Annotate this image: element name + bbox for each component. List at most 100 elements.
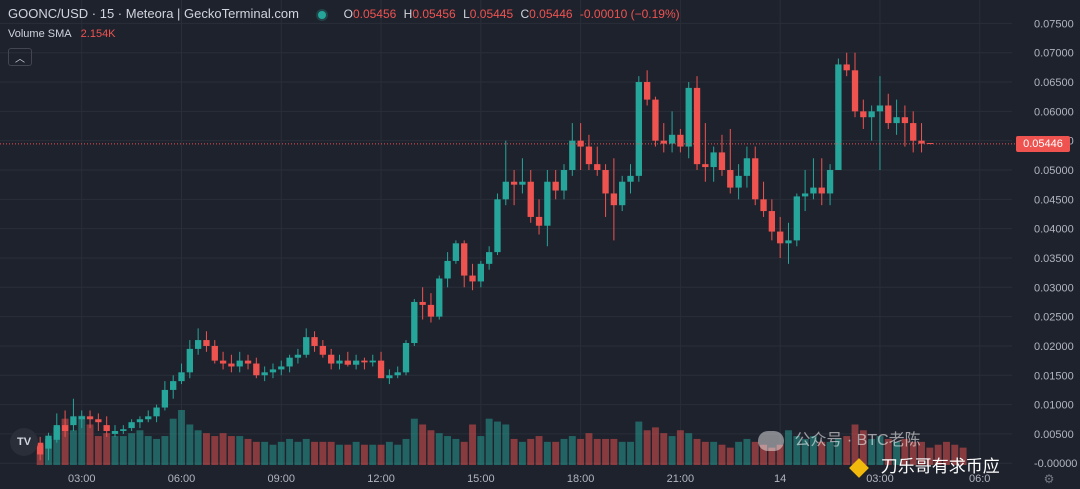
symbol-title[interactable]: GOONC/USD · 15 · Meteora | GeckoTerminal… xyxy=(8,6,299,21)
candle-body xyxy=(552,181,559,191)
volume-bar xyxy=(776,444,784,465)
volume-bar xyxy=(527,438,535,465)
volume-bar xyxy=(718,444,726,465)
volume-bar xyxy=(94,436,102,465)
candle-body xyxy=(535,216,543,226)
x-tick-label: 18:00 xyxy=(567,473,595,485)
volume-bar xyxy=(627,441,634,465)
change-value: -0.00010 (−0.19%) xyxy=(579,7,680,21)
candle-body xyxy=(311,337,318,346)
candle-body xyxy=(544,181,551,226)
volume-bar xyxy=(327,441,335,465)
candle-body xyxy=(619,181,626,206)
volume-bar xyxy=(543,441,551,465)
volume-bar xyxy=(577,438,585,465)
x-tick-label: 15:00 xyxy=(467,473,495,485)
candle-body xyxy=(510,181,518,185)
candle-body xyxy=(336,360,343,364)
watermark-wechat: 公众号 · BTC老陈 xyxy=(758,426,921,451)
collapse-legend-button[interactable]: ︿ xyxy=(8,48,32,66)
volume-bar xyxy=(818,441,826,465)
volume-bar xyxy=(128,433,136,465)
candle-body xyxy=(86,416,94,420)
candle-body xyxy=(793,196,800,241)
volume-bar xyxy=(136,430,144,465)
candle-body xyxy=(328,354,335,364)
volume-bar xyxy=(518,441,526,465)
volume-bar xyxy=(685,433,693,465)
candle-body xyxy=(818,187,825,194)
low-value: 0.05445 xyxy=(469,7,514,21)
volume-bar xyxy=(169,418,177,465)
volume-bar xyxy=(535,436,543,465)
candle-body xyxy=(585,146,593,165)
volume-bar xyxy=(153,438,161,465)
candle-body xyxy=(170,381,177,390)
candle-body xyxy=(610,193,618,206)
market-status-dot xyxy=(318,10,327,19)
tradingview-logo-icon[interactable]: TV xyxy=(10,428,38,456)
volume-bar xyxy=(668,436,676,465)
volume-bar xyxy=(710,441,718,465)
candle-body xyxy=(61,425,69,431)
candle-body xyxy=(685,87,692,147)
candle-body xyxy=(219,360,227,364)
y-tick-label: 0.06500 xyxy=(1034,77,1074,89)
candle-body xyxy=(710,152,717,168)
volume-bar xyxy=(568,436,576,465)
candle-body xyxy=(377,360,385,379)
volume-bar xyxy=(876,436,884,465)
low-key: L xyxy=(463,7,470,21)
candle-body xyxy=(486,252,493,264)
open-key: O xyxy=(343,7,353,21)
volume-bar xyxy=(485,418,493,465)
volume-bar xyxy=(494,421,501,465)
volume-bar xyxy=(194,430,202,465)
volume-legend: Volume SMA 2.154K xyxy=(8,28,116,40)
high-value: 0.05456 xyxy=(412,7,456,21)
candle-body xyxy=(286,357,293,367)
candle-body xyxy=(760,199,767,212)
volume-bar xyxy=(119,436,127,465)
candle-body xyxy=(527,181,534,217)
volume-bar xyxy=(53,427,61,465)
volume-bar xyxy=(402,438,410,465)
volume-bar xyxy=(593,438,601,465)
candle-body xyxy=(303,337,310,355)
y-tick-label: 0.03500 xyxy=(1034,253,1074,265)
volume-bar xyxy=(785,430,792,465)
volume-bar xyxy=(643,430,651,465)
candle-body xyxy=(45,435,52,449)
candle-body xyxy=(461,243,468,276)
candle-body xyxy=(702,164,709,168)
volume-bar xyxy=(261,441,269,465)
candle-body xyxy=(78,416,85,420)
volume-bar xyxy=(918,441,925,465)
candle-body xyxy=(735,175,742,188)
settings-icon[interactable]: ⚙ xyxy=(1043,472,1055,486)
candle-body xyxy=(826,170,834,194)
volume-bar xyxy=(394,444,402,465)
volume-bar xyxy=(768,447,776,465)
volume-bar xyxy=(319,441,327,465)
volume-label[interactable]: Volume SMA xyxy=(8,28,72,40)
y-tick-label: -0.00000 xyxy=(1034,458,1077,470)
volume-value: 2.154K xyxy=(80,28,116,40)
volume-bar xyxy=(202,433,210,465)
volume-bar xyxy=(186,424,194,465)
volume-bar xyxy=(336,444,343,465)
volume-bar xyxy=(743,438,751,465)
volume-bar xyxy=(61,418,69,465)
candle-body xyxy=(419,301,426,305)
chevron-up-icon: ︿ xyxy=(15,53,25,65)
candle-body xyxy=(801,193,809,197)
volume-bar xyxy=(851,424,859,465)
candle-body xyxy=(352,360,360,365)
volume-bar xyxy=(86,424,94,465)
candle-body xyxy=(835,64,842,171)
candle-body xyxy=(652,99,659,141)
candle-body xyxy=(519,181,526,185)
volume-bar xyxy=(178,410,185,465)
